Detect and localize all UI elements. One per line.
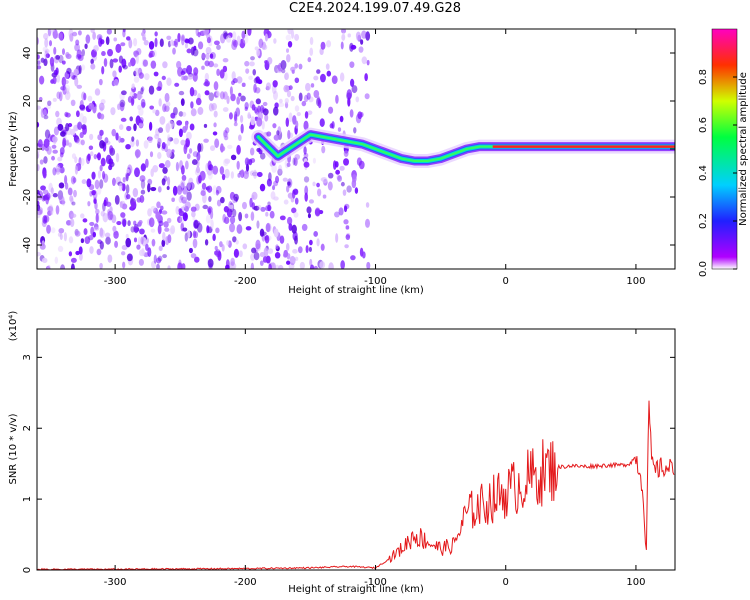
top-x-tick-label: -200 <box>234 276 257 287</box>
top-x-ticks: -300 -200 -100 0 100 <box>104 29 645 287</box>
snr-panel: -300 -200 -100 0 100 0 1 2 3 Height of straight… <box>8 311 676 595</box>
bottom-x-tick-label: 100 <box>626 577 645 588</box>
top-y-tick-label: -20 <box>22 189 33 205</box>
colorbar-ticks: 0.0 0.2 0.4 0.6 0.8 <box>698 69 737 277</box>
top-x-tick-label: 0 <box>503 276 509 287</box>
colorbar-gradient <box>711 28 738 270</box>
top-x-tick-label: -100 <box>364 276 387 287</box>
top-x-axis-label: Height of straight line (km) <box>288 285 424 296</box>
bottom-x-ticks: -300 -200 -100 0 100 <box>104 329 645 588</box>
snr-line <box>37 400 675 570</box>
bottom-x-tick-label: -100 <box>364 577 387 588</box>
colorbar-tick-label: 0.6 <box>698 117 709 133</box>
bottom-y-tick-label: 1 <box>22 496 33 502</box>
bottom-plot-frame <box>36 328 676 571</box>
bottom-y-multiplier: (x10⁴) <box>8 311 19 342</box>
top-x-tick-label: 100 <box>626 276 645 287</box>
colorbar-tick-label: 0.4 <box>698 165 709 181</box>
bottom-y-axis-label: SNR (10 * v/v) <box>8 413 19 484</box>
bottom-x-axis-label: Height of straight line (km) <box>288 584 424 595</box>
bottom-x-tick-label: 0 <box>503 577 509 588</box>
chart-title: C2E4.2024.199.07.49.G28 <box>288 1 462 16</box>
frequency-ridge <box>251 127 675 168</box>
noise-speckle <box>37 29 371 269</box>
top-y-axis-label: Frequency (Hz) <box>8 111 19 187</box>
snr-series-path <box>37 400 675 570</box>
colorbar: 0.0 0.2 0.4 0.6 0.8 Normalized spectral ampl… <box>698 28 749 277</box>
colorbar-tick-label: 0.0 <box>698 261 709 277</box>
bottom-x-tick-label: -300 <box>104 577 127 588</box>
top-y-ticks: -40 -20 0 20 40 <box>22 47 675 253</box>
bottom-y-tick-label: 2 <box>22 425 33 431</box>
top-y-tick-label: 20 <box>22 95 33 108</box>
bottom-y-tick-label: 0 <box>22 567 33 573</box>
top-y-tick-label: 0 <box>22 146 33 152</box>
colorbar-tick-label: 0.2 <box>698 213 709 229</box>
colorbar-label: Normalized spectral amplitude <box>738 72 749 226</box>
bottom-y-tick-label: 3 <box>22 354 33 360</box>
top-y-tick-label: 40 <box>22 47 33 60</box>
bottom-y-ticks: 0 1 2 3 <box>22 354 675 573</box>
top-x-tick-label: -300 <box>104 276 127 287</box>
bottom-x-tick-label: -200 <box>234 577 257 588</box>
top-y-tick-label: -40 <box>22 237 33 253</box>
colorbar-tick-label: 0.8 <box>698 69 709 85</box>
